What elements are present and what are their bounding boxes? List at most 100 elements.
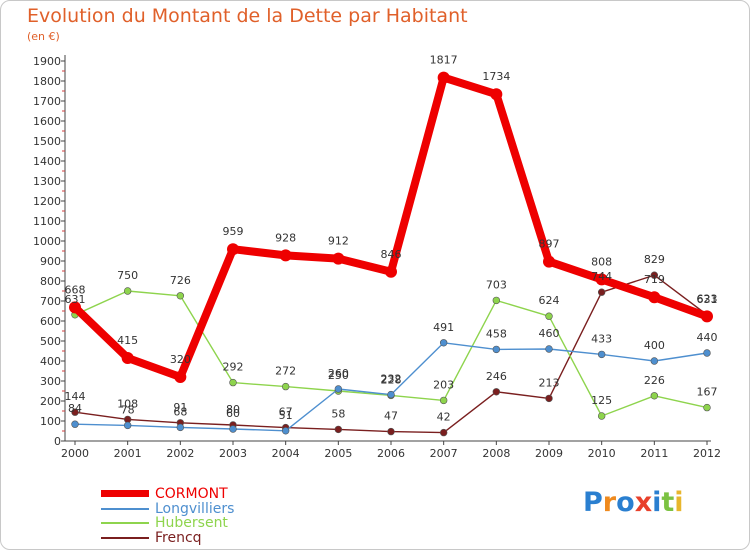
y-tick-label: 1600	[33, 115, 61, 128]
data-point	[123, 287, 132, 295]
y-tick-label: 900	[40, 255, 61, 268]
data-point	[439, 339, 448, 347]
y-tick-label: 400	[40, 355, 61, 368]
data-point	[279, 249, 292, 262]
y-tick-label: 300	[40, 375, 61, 388]
data-point	[545, 312, 553, 320]
logo-letter: x	[634, 487, 653, 518]
y-tick-label: 1800	[33, 75, 61, 88]
logo-letter: i	[652, 487, 662, 518]
y-tick-label: 1400	[33, 155, 61, 168]
logo-letter: r	[602, 487, 617, 518]
data-point	[597, 288, 606, 296]
data-label: 91	[173, 401, 187, 414]
data-label: 51	[279, 409, 293, 422]
x-tick-label: 2003	[219, 447, 247, 460]
data-point	[650, 271, 659, 279]
data-label: 42	[437, 411, 451, 424]
data-label: 78	[121, 403, 135, 416]
x-tick-label: 2002	[166, 447, 194, 460]
data-point	[439, 428, 448, 437]
series-line-cormont	[71, 73, 711, 381]
data-label: 631	[65, 293, 86, 306]
y-tick-label: 1700	[33, 95, 61, 108]
legend-label: Longvilliers	[155, 500, 235, 517]
data-label: 1734	[482, 70, 510, 83]
x-tick-label: 2008	[482, 447, 510, 460]
data-point	[281, 382, 290, 391]
data-label: 433	[591, 332, 612, 345]
x-tick-label: 2007	[430, 447, 458, 460]
data-point	[439, 396, 448, 405]
y-tick-label: 1900	[33, 55, 61, 68]
data-label: 320	[170, 353, 191, 366]
data-point	[281, 427, 290, 435]
data-label: 80	[226, 403, 240, 416]
data-label: 668	[65, 283, 86, 296]
legend-swatch	[101, 507, 149, 510]
legend-swatch	[101, 522, 149, 524]
legend-label: Hubersent	[155, 515, 228, 531]
data-label: 750	[117, 269, 138, 282]
data-label: 631	[697, 293, 718, 306]
data-label: 1817	[430, 54, 458, 67]
data-label: 719	[644, 273, 665, 286]
data-point	[597, 412, 606, 420]
data-label: 624	[539, 294, 560, 307]
data-point	[334, 425, 343, 434]
data-point	[387, 390, 395, 399]
data-point	[387, 427, 395, 436]
data-label: 897	[539, 238, 560, 251]
y-tick-label: 200	[40, 395, 61, 408]
data-point	[650, 392, 659, 400]
y-tick-label: 1100	[33, 215, 61, 228]
data-label: 846	[381, 248, 402, 261]
x-tick-label: 2004	[272, 447, 300, 460]
legend-item: Hubersent	[101, 515, 361, 531]
data-label: 928	[275, 231, 296, 244]
legend-swatch	[101, 490, 149, 497]
data-point	[490, 88, 503, 101]
data-label: 744	[591, 270, 612, 283]
data-label: 68	[173, 405, 187, 418]
x-tick-label: 2011	[640, 447, 668, 460]
y-tick-label: 0	[54, 435, 61, 448]
legend-item: Longvilliers	[101, 500, 361, 517]
y-tick-label: 100	[40, 415, 61, 428]
chart-subtitle: (en €)	[27, 30, 60, 43]
data-point	[123, 421, 132, 430]
data-point	[121, 352, 134, 364]
x-tick-label: 2005	[324, 447, 352, 460]
data-label: 440	[697, 331, 718, 344]
data-point	[492, 345, 501, 354]
data-label: 125	[591, 394, 612, 407]
data-point	[437, 71, 450, 84]
data-label: 272	[275, 365, 296, 378]
x-tick-label: 2009	[535, 447, 563, 460]
data-point	[69, 301, 81, 314]
legend-label: CORMONT	[155, 486, 228, 502]
data-point	[545, 345, 553, 353]
logo-letter: i	[674, 487, 684, 518]
legend-label: Frencq	[155, 529, 202, 546]
data-point	[595, 273, 608, 286]
data-label: 108	[117, 397, 138, 410]
data-point	[701, 310, 713, 323]
data-label: 246	[486, 370, 507, 383]
data-point	[71, 408, 79, 416]
data-label: 58	[331, 407, 345, 420]
legend-item: Frencq	[101, 529, 361, 546]
data-label: 67	[279, 406, 293, 419]
data-point	[545, 394, 553, 403]
data-label: 400	[644, 339, 665, 352]
logo-letter: P	[583, 487, 603, 518]
data-label: 260	[328, 367, 349, 380]
data-point	[703, 349, 711, 357]
data-point	[227, 243, 239, 256]
data-point	[703, 403, 711, 412]
data-point	[492, 388, 501, 396]
x-tick-label: 2000	[61, 447, 89, 460]
chart-title: Evolution du Montant de la Dette par Hab…	[27, 5, 468, 27]
data-point	[176, 423, 185, 432]
data-label: 829	[644, 253, 665, 266]
